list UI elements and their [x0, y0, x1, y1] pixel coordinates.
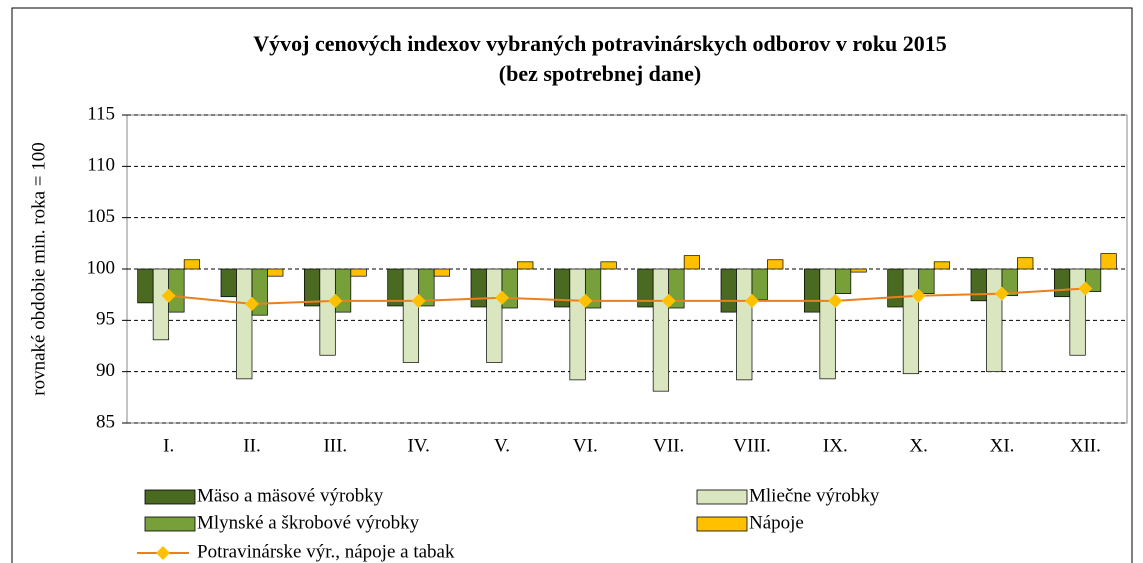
x-tick-label: II.	[243, 435, 260, 456]
marker	[1078, 281, 1093, 296]
bar	[334, 268, 352, 313]
bar	[902, 268, 920, 375]
bar	[418, 268, 435, 307]
marker	[245, 296, 259, 311]
bar	[918, 268, 935, 294]
y-tick-label: 110	[87, 155, 115, 176]
chart-subtitle: (bez spotrebnej dane)	[499, 61, 701, 86]
bar	[736, 268, 753, 381]
bar	[720, 268, 737, 313]
bar	[1053, 268, 1071, 298]
line	[168, 287, 1086, 305]
marker	[328, 293, 343, 308]
y-axis-label: rovnaké obdobie min. roka = 100	[28, 142, 49, 395]
legend-swatch	[144, 489, 196, 505]
bar	[887, 268, 904, 308]
chart-title: Vývoj cenových indexov vybraných potravi…	[253, 31, 946, 56]
bar	[168, 268, 185, 313]
bar	[569, 268, 586, 381]
bar	[986, 268, 1003, 373]
bar	[236, 268, 253, 380]
x-tick-label: IV.	[407, 435, 429, 456]
x-tick-label: X.	[909, 435, 927, 456]
bar	[517, 261, 534, 270]
bar	[1017, 257, 1034, 270]
legend-swatch	[144, 516, 196, 532]
marker	[745, 293, 759, 308]
bar	[1069, 268, 1086, 356]
bar	[303, 268, 321, 307]
bar	[683, 255, 701, 270]
bar	[803, 268, 821, 313]
marker	[661, 293, 676, 308]
marker	[828, 293, 843, 308]
y-tick-label: 85	[96, 411, 115, 432]
bar	[834, 268, 852, 294]
bar	[267, 268, 284, 277]
x-tick-label: V.	[494, 435, 510, 456]
marker	[495, 290, 509, 305]
bar	[350, 268, 367, 277]
x-tick-label: I.	[163, 435, 174, 456]
bar	[751, 268, 768, 301]
marker	[911, 288, 926, 303]
bar	[767, 259, 784, 270]
bar	[433, 268, 451, 277]
x-tick-label: IX.	[823, 435, 848, 456]
y-tick-label: 100	[87, 257, 116, 278]
bar	[319, 268, 336, 356]
bar	[970, 268, 987, 302]
bar	[850, 268, 867, 273]
y-tick-label: 115	[87, 103, 115, 124]
legend-marker	[156, 546, 170, 560]
bar	[600, 261, 617, 270]
y-tick-label: 90	[96, 360, 115, 381]
y-tick-label: 105	[87, 206, 116, 227]
legend-label: Mäso a mäsové výrobky	[197, 485, 384, 506]
marker	[411, 293, 426, 308]
x-tick-label: VII.	[653, 435, 684, 456]
bar	[819, 268, 836, 380]
bar	[933, 261, 951, 270]
bar	[402, 268, 420, 363]
legend-label: Mlynské a škrobové výrobky	[197, 512, 420, 533]
bar	[470, 268, 487, 308]
bar	[220, 268, 237, 298]
x-tick-label: VIII.	[733, 435, 770, 456]
bar	[152, 268, 170, 341]
marker	[161, 288, 176, 303]
x-tick-label: III.	[323, 435, 347, 456]
bar	[1100, 253, 1117, 270]
legend-label: Nápoje	[749, 512, 804, 533]
bar	[486, 268, 503, 363]
bar	[1001, 268, 1018, 297]
legend-label: Potravinárske výr., nápoje a tabak	[197, 541, 455, 562]
bar	[652, 268, 670, 392]
bar	[553, 268, 571, 308]
marker	[995, 286, 1009, 301]
x-tick-label: VI.	[573, 435, 598, 456]
x-tick-label: XII.	[1070, 435, 1101, 456]
legend-swatch	[696, 516, 748, 532]
x-tick-label: XI.	[990, 435, 1015, 456]
legend-swatch	[696, 489, 748, 505]
y-tick-label: 95	[96, 309, 115, 330]
legend-label: Mliečne výrobky	[749, 485, 880, 506]
bar	[183, 259, 201, 270]
bar	[137, 268, 154, 304]
marker	[578, 293, 593, 308]
